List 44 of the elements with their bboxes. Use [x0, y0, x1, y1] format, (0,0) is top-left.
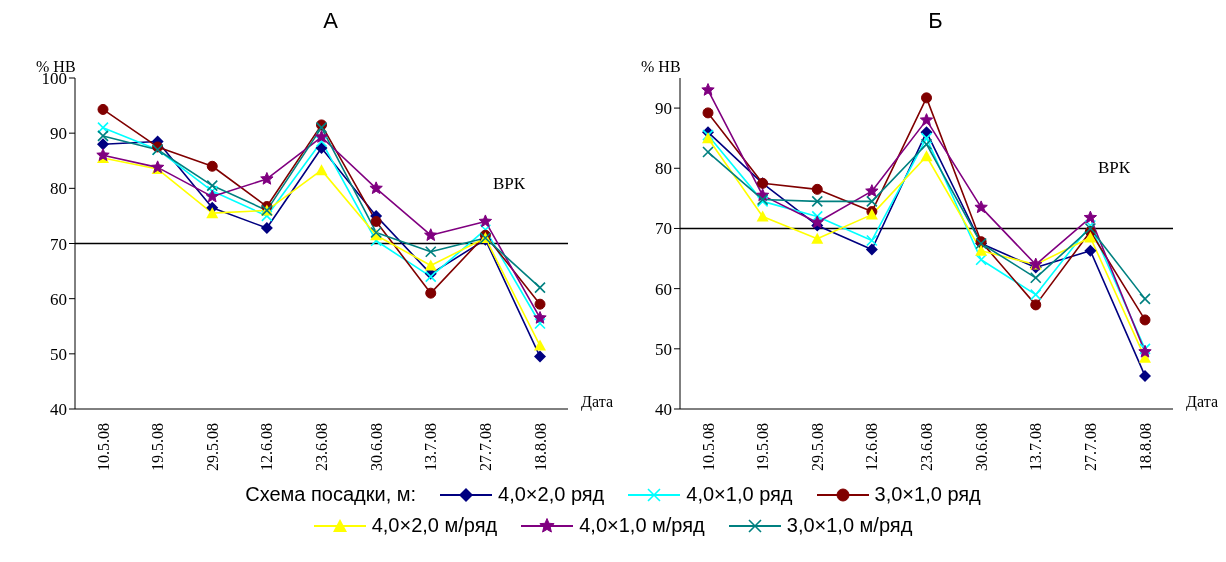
x-tick-label: 29.5.08 — [808, 423, 826, 471]
legend-label: 3,0×1,0 ряд — [873, 483, 981, 506]
x-tick-label: 23.6.08 — [313, 423, 330, 471]
x-axis-title: Дата — [581, 393, 613, 411]
x-tick-label: 19.5.08 — [149, 423, 167, 471]
x-tick-label: 18.8.08 — [531, 423, 549, 471]
y-tick-label: 50 — [655, 339, 672, 359]
y-tick-label: 80 — [50, 179, 67, 199]
y-tick-label: 80 — [655, 159, 672, 179]
y-tick-label: 60 — [50, 289, 67, 309]
legend-label: 3,0×1,0 м/ряд — [785, 514, 913, 537]
legend-label: 4,0×2,0 м/ряд — [370, 514, 498, 537]
x-tick-label: 10.5.08 — [699, 423, 717, 471]
x-tick-label: 19.5.08 — [754, 423, 772, 471]
x-tick-label: 18.8.08 — [1136, 423, 1154, 471]
y-tick-label: 70 — [655, 219, 672, 239]
x-tick-label: 29.5.08 — [203, 423, 221, 471]
chart-title: Б — [927, 8, 944, 34]
x-tick-label: 27.7.08 — [1081, 423, 1099, 471]
x-tick-label: 13.7.08 — [422, 423, 440, 471]
x-tick-label: 12.6.08 — [863, 423, 881, 471]
y-tick-label: 90 — [50, 124, 67, 144]
y-axis-title: % НВ — [641, 58, 681, 76]
y-tick-label: 50 — [50, 344, 67, 364]
legend-label: 4,0×2,0 ряд — [497, 483, 605, 506]
x-tick-label: 30.6.08 — [367, 423, 385, 471]
y-tick-label: 40 — [655, 400, 672, 420]
x-tick-label: 13.7.08 — [1027, 423, 1045, 471]
y-tick-label: 60 — [655, 279, 672, 299]
x-tick-label: 23.6.08 — [918, 423, 935, 471]
legend-label: 4,0×1,0 м/ряд — [578, 514, 705, 537]
legend-title: Схема посадки, м: — [245, 483, 417, 506]
y-tick-label: 40 — [50, 400, 67, 420]
x-axis-title: Дата — [1186, 393, 1218, 411]
y-tick-label: 90 — [655, 99, 672, 119]
x-tick-label: 12.6.08 — [258, 423, 276, 471]
chart-title: А — [322, 8, 339, 34]
ref-line-label: ВРК — [493, 173, 526, 193]
x-tick-label: 10.5.08 — [94, 423, 112, 471]
legend-label: 4,0×1,0 ряд — [685, 483, 793, 506]
y-tick-label: 70 — [50, 234, 67, 254]
x-tick-label: 30.6.08 — [972, 423, 990, 471]
ref-line-label: ВРК — [1098, 158, 1131, 178]
x-tick-label: 27.7.08 — [476, 423, 494, 471]
